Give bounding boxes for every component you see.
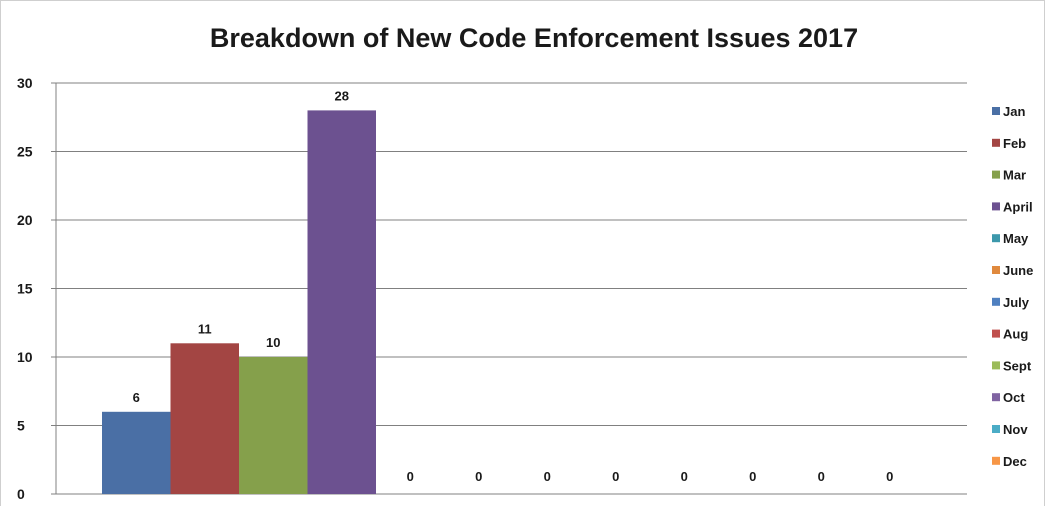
legend-label: Jan [1003,104,1025,119]
legend-swatch [992,202,1000,211]
data-label: 6 [133,390,140,405]
y-tick-label: 30 [17,75,33,91]
data-label: 0 [407,469,414,484]
legend-swatch [992,361,1000,370]
data-label: 0 [818,469,825,484]
bar-layer [102,110,376,495]
legend-swatch [992,170,1000,179]
data-label: 0 [612,469,619,484]
legend-item: Mar [992,168,1026,183]
bar [170,343,239,494]
legend-label: Dec [1003,454,1027,469]
bar [102,411,171,494]
legend-item: Nov [992,422,1028,437]
legend-swatch [992,393,1000,402]
legend-swatch [992,234,1000,243]
legend-swatch [992,329,1000,338]
legend-label: Sept [1003,358,1032,373]
legend-label: May [1003,231,1029,246]
legend-label: Nov [1003,422,1028,437]
legend-item: June [992,263,1033,278]
legend-item: April [992,199,1033,214]
legend-item: Jan [992,104,1025,119]
legend-item: May [992,231,1029,246]
legend-label: July [1003,295,1030,310]
bar [239,357,308,494]
y-tick-label: 10 [17,349,33,365]
data-label-layer: 6 11 10 28 0 0 0 0 0 0 0 0 [133,88,894,484]
legend: Jan Feb Mar April May June July Aug Sept Oct Nov De… [992,104,1033,469]
data-label: 0 [544,469,551,484]
legend-swatch [992,297,1000,306]
legend-item: Oct [992,390,1025,405]
bar [307,110,376,495]
legend-item: Aug [992,327,1028,342]
y-tick-label: 5 [17,418,25,434]
legend-label: April [1003,199,1033,214]
legend-label: Feb [1003,136,1026,151]
y-tick-label: 20 [17,212,33,228]
legend-label: June [1003,263,1033,278]
data-label: 0 [886,469,893,484]
data-label: 0 [475,469,482,484]
legend-label: Oct [1003,390,1025,405]
data-label: 0 [681,469,688,484]
legend-label: Aug [1003,327,1028,342]
data-label: 11 [198,321,212,336]
legend-label: Mar [1003,168,1026,183]
legend-swatch [992,456,1000,465]
chart-title: Breakdown of New Code Enforcement Issues… [210,23,858,53]
data-label: 10 [266,335,280,350]
data-label: 0 [749,469,756,484]
legend-item: Feb [992,136,1026,151]
y-tick-label: 15 [17,281,33,297]
y-tick-label: 25 [17,144,33,160]
legend-item: Dec [992,454,1027,469]
y-axis-ticks: 0 5 10 15 20 25 30 [17,75,33,502]
legend-swatch [992,425,1000,433]
legend-swatch [992,107,1000,115]
legend-swatch [992,138,1000,147]
legend-item: Sept [992,358,1032,373]
legend-swatch [992,266,1000,274]
y-tick-label: 0 [17,486,25,502]
legend-item: July [992,295,1030,310]
data-label: 28 [335,88,349,103]
